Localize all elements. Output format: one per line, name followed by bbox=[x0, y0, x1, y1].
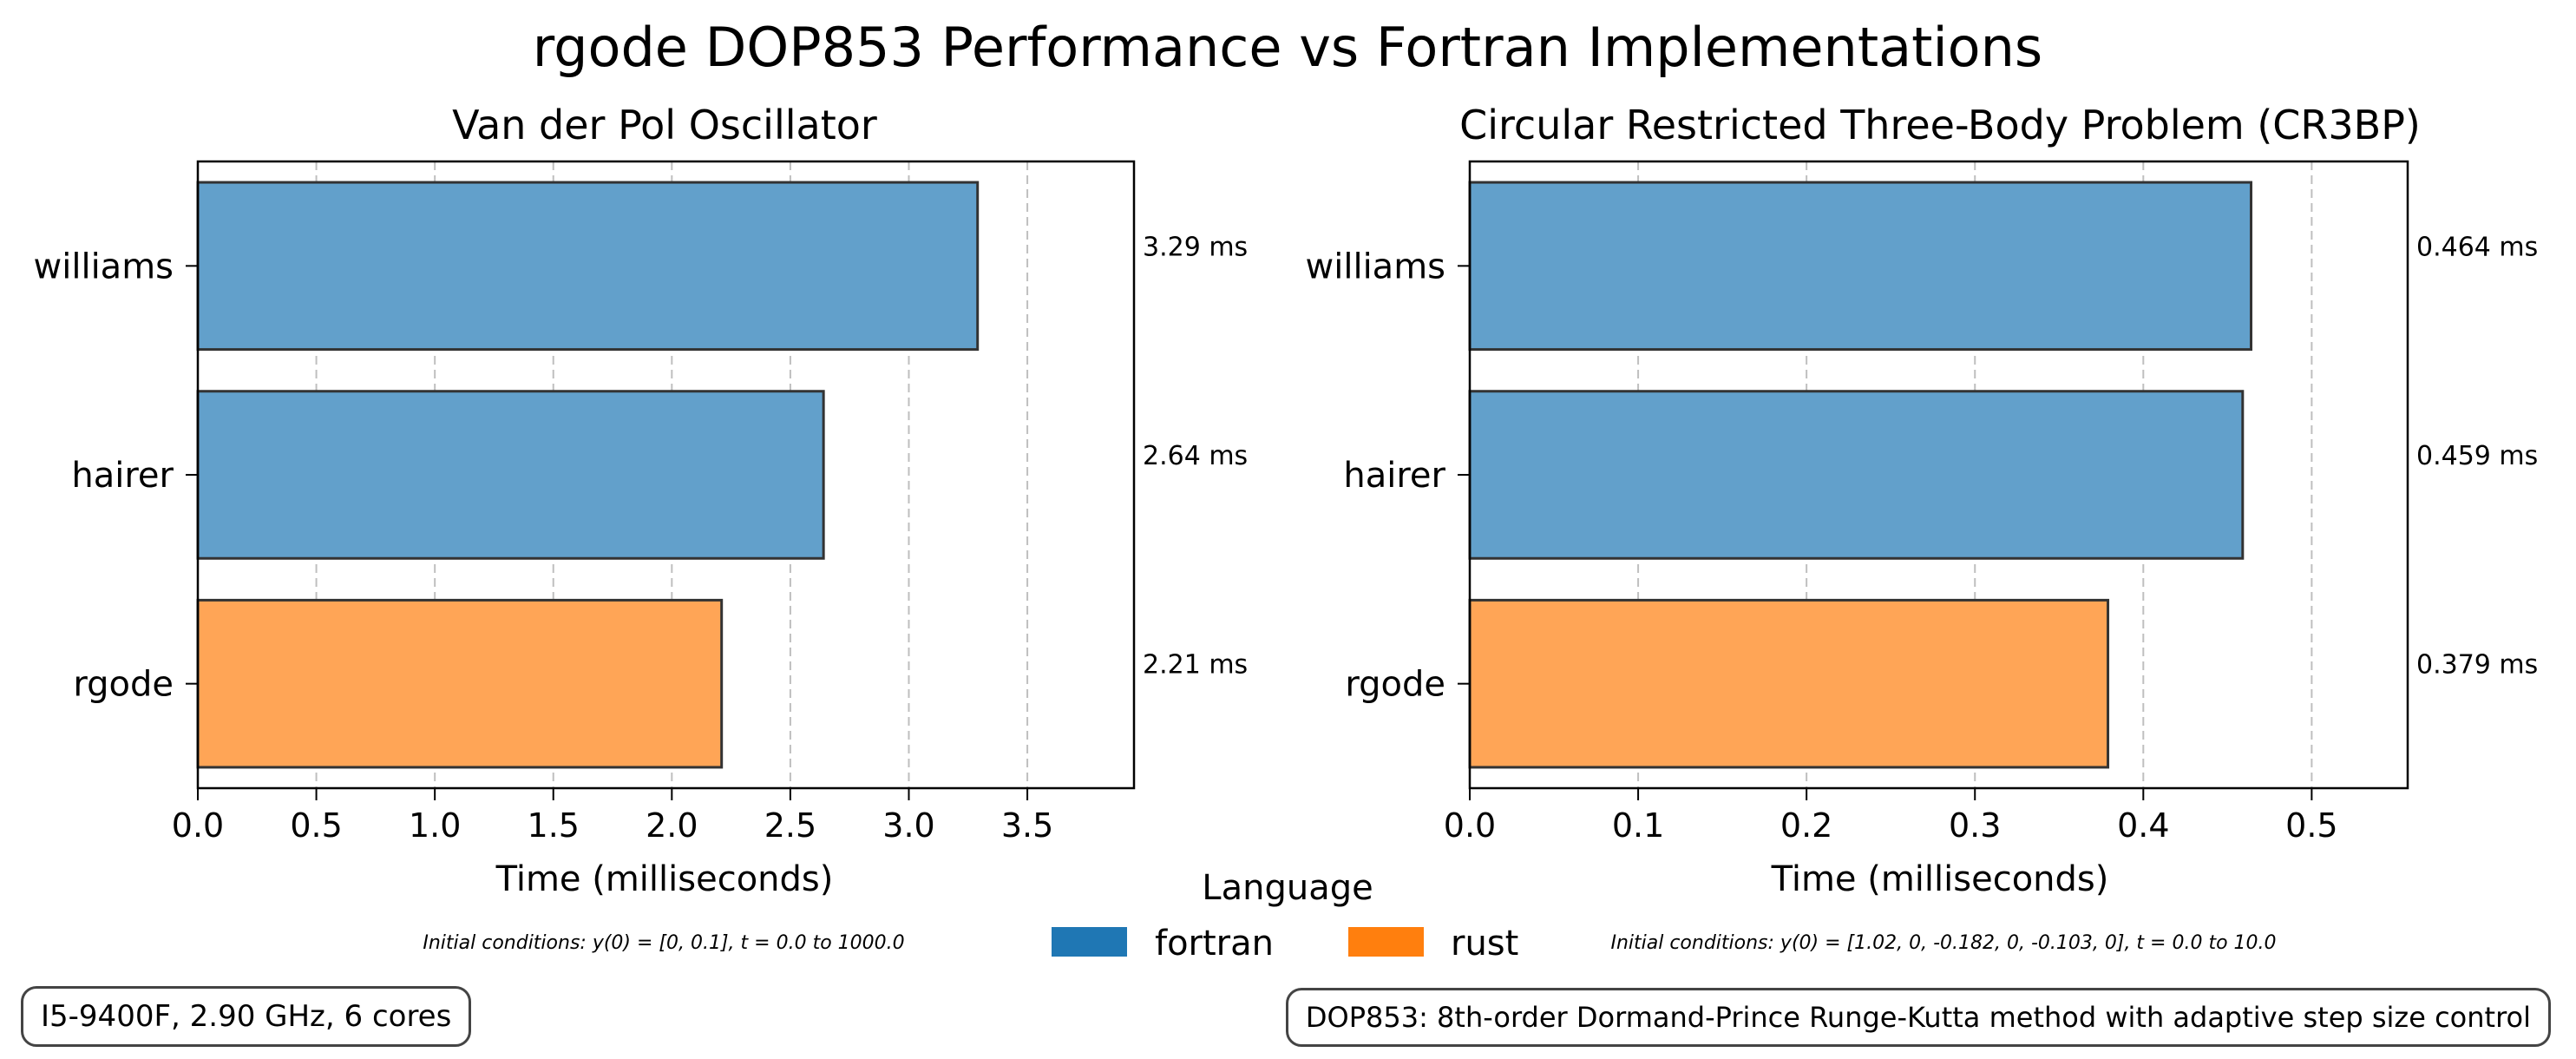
y-tick-label-hairer: hairer bbox=[1343, 456, 1445, 496]
bar-rgode bbox=[1468, 598, 2110, 769]
figure-title: rgode DOP853 Performance vs Fortran Impl… bbox=[533, 16, 2042, 79]
legend-label-fortran: fortran bbox=[1155, 924, 1274, 964]
legend-label-rust: rust bbox=[1451, 924, 1518, 964]
legend: Language fortran rust bbox=[1052, 868, 1518, 964]
method-note: DOP853: 8th-order Dormand-Prince Runge-K… bbox=[1285, 988, 2551, 1047]
panel-van-der-pol: Van der Pol Oscillator Time (millisecond… bbox=[34, 102, 1249, 954]
x-tick-label: 1.0 bbox=[409, 806, 461, 845]
bar-williams bbox=[1468, 181, 2253, 352]
value-label-rgode: 0.379 ms bbox=[2416, 650, 2538, 681]
value-label-rgode: 2.21 ms bbox=[1143, 650, 1248, 681]
axes-frame bbox=[1468, 160, 2409, 790]
initial-conditions-note: Initial conditions: y(0) = [1.02, 0, -0.… bbox=[1610, 932, 2276, 954]
x-tick-label: 2.0 bbox=[646, 806, 698, 845]
value-label-williams: 0.464 ms bbox=[2416, 232, 2538, 262]
x-tick-label: 0.0 bbox=[172, 806, 224, 845]
bar-rgode bbox=[196, 598, 724, 769]
bar-hairer bbox=[1468, 390, 2245, 560]
y-tick-label-williams: williams bbox=[1306, 247, 1445, 286]
x-tick-label: 0.3 bbox=[1949, 806, 2001, 845]
legend-swatch-fortran bbox=[1052, 927, 1127, 957]
x-tick-label: 0.4 bbox=[2117, 806, 2169, 845]
y-tick-label-williams: williams bbox=[34, 247, 174, 286]
axes-frame bbox=[196, 160, 1136, 790]
x-tick-label: 1.5 bbox=[528, 806, 580, 845]
x-tick-label: 3.0 bbox=[882, 806, 934, 845]
legend-swatch-rust bbox=[1348, 927, 1424, 957]
y-tick-label-rgode: rgode bbox=[1345, 665, 1445, 705]
bar-williams bbox=[196, 181, 980, 352]
value-label-williams: 3.29 ms bbox=[1143, 232, 1248, 262]
x-axis-label: Time (milliseconds) bbox=[1771, 859, 2109, 899]
x-tick-label: 0.0 bbox=[1444, 806, 1496, 845]
panel-cr3bp: Circular Restricted Three-Body Problem (… bbox=[1306, 102, 2539, 954]
y-tick-label-hairer: hairer bbox=[71, 456, 174, 496]
x-tick-label: 0.5 bbox=[2285, 806, 2337, 845]
initial-conditions-note: Initial conditions: y(0) = [0, 0.1], t =… bbox=[423, 932, 904, 954]
x-tick-label: 2.5 bbox=[764, 806, 816, 845]
legend-title: Language bbox=[1202, 868, 1373, 908]
x-tick-label: 3.5 bbox=[1001, 806, 1053, 845]
bar-hairer bbox=[196, 390, 825, 560]
x-tick-label: 0.2 bbox=[1780, 806, 1832, 845]
x-axis-label: Time (milliseconds) bbox=[495, 859, 834, 899]
panel-title: Circular Restricted Three-Body Problem (… bbox=[1459, 102, 2421, 148]
value-label-hairer: 0.459 ms bbox=[2416, 441, 2538, 471]
panel-title: Van der Pol Oscillator bbox=[452, 102, 877, 148]
hardware-note: I5-9400F, 2.90 GHz, 6 cores bbox=[21, 986, 472, 1047]
y-tick-label-rgode: rgode bbox=[73, 665, 174, 705]
value-label-hairer: 2.64 ms bbox=[1143, 441, 1248, 471]
x-tick-label: 0.1 bbox=[1612, 806, 1664, 845]
x-tick-label: 0.5 bbox=[290, 806, 342, 845]
